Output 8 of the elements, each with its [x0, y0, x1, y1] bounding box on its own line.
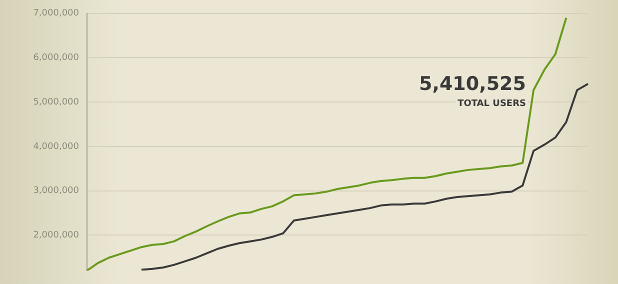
- y-tick-label: 3,000,000: [33, 186, 80, 196]
- annotation: TOTAL USERS: [458, 98, 526, 109]
- y-tick-label: 7,000,000: [33, 8, 80, 19]
- y-tick-label: 5,000,000: [33, 97, 80, 108]
- y-tick-label: 4,000,000: [33, 142, 80, 152]
- y-tick-label: 2,000,000: [33, 230, 80, 240]
- y-tick-label: 6,000,000: [33, 53, 80, 64]
- annotation: 5,410,525: [419, 72, 526, 95]
